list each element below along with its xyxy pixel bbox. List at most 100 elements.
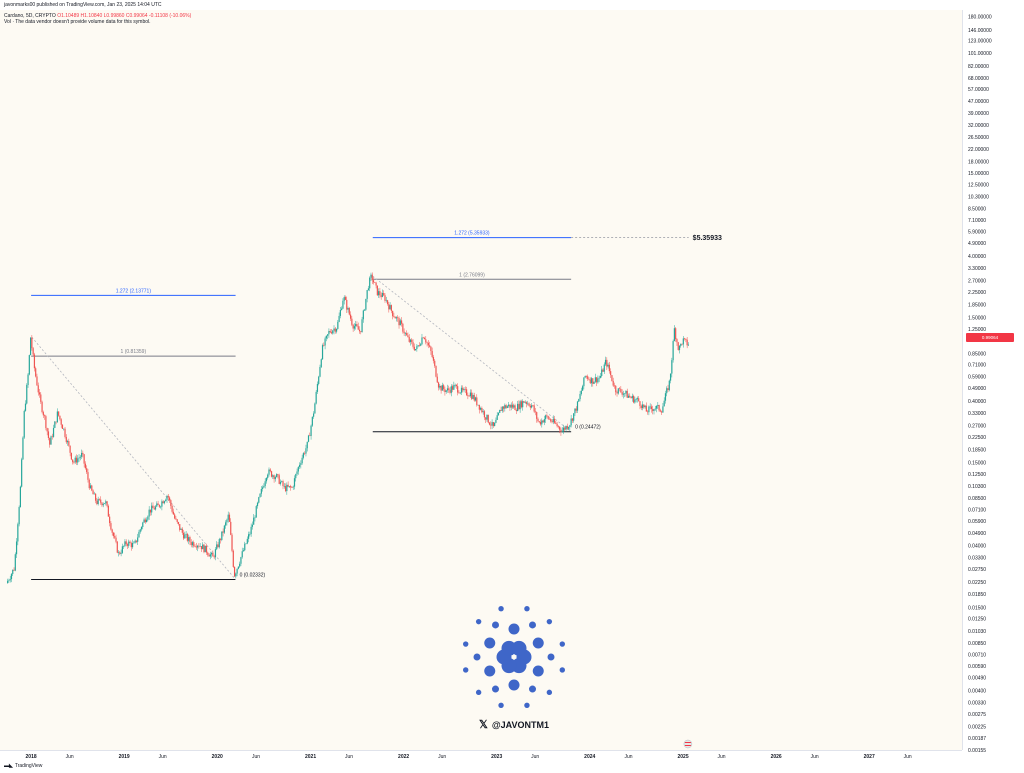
candle-body [559,426,561,430]
fib-level-label: 0 (0.24472) [575,425,601,431]
candle-body [233,566,236,577]
candle-body [311,416,313,426]
price-tick-label: 0.01030 [968,629,986,635]
candle-body [147,516,149,520]
candle-body [211,552,213,555]
candle-body [29,337,32,356]
candle-body [335,328,338,332]
candle-body [103,503,106,504]
candle-body [444,389,446,393]
candle-body [356,324,358,327]
candle-body [195,546,197,548]
candle-body [253,517,255,525]
candle-body [154,506,157,510]
price-tick-label: 1.85000 [968,302,986,308]
candle-body [621,392,623,395]
candle-body [370,274,372,278]
candle-body [323,345,325,346]
candle-body [223,525,225,533]
candle-body [579,393,581,400]
price-tick-label: 0.04000 [968,544,986,550]
candle-body [325,335,327,339]
candle-body [592,378,594,384]
price-tick-label: 5.90000 [968,230,986,236]
candle-body [96,500,98,505]
us-flag-icon[interactable] [683,739,693,749]
time-tick-label: 2018 [26,754,37,760]
candle-body [458,392,460,394]
time-tick-label: Jun [718,754,726,760]
candle-body [212,552,214,557]
candle-body [529,405,531,408]
candle-body [189,537,191,543]
price-tick-label: 0.00400 [968,688,986,694]
candle-body [222,531,224,533]
candle-body [61,424,64,429]
candle-body [536,412,538,419]
price-tick-label: 47.00000 [968,99,989,105]
candle-body [13,569,15,571]
candle-body [437,382,440,388]
candle-body [162,501,164,504]
candle-body [51,436,53,437]
candle-body [423,337,426,340]
price-tick-label: 180.00000 [968,15,992,21]
time-axis[interactable] [0,750,962,762]
candle-body [495,419,497,423]
candle-body [397,317,399,319]
candle-body [52,427,55,437]
candle-body [146,519,148,523]
candle-body [216,544,218,550]
candle-body [151,505,153,513]
candle-body [589,379,591,384]
candle-body [443,385,445,390]
candle-body [44,415,46,417]
price-tick-label: 0.00225 [968,725,986,731]
trend-line[interactable] [372,275,572,433]
candle-body [515,410,517,412]
chart-pane[interactable] [0,10,962,750]
candle-body [304,453,306,454]
candle-body [17,524,19,542]
tradingview-brand[interactable]: ▬◣ TradingView [4,763,42,769]
cardano-logo-dot [508,623,520,635]
candle-body [472,394,474,399]
candle-body [601,369,603,377]
price-tick-label: 0.01850 [968,592,986,598]
candle-body [590,378,593,384]
candle-body [664,393,667,401]
time-tick-label: Jun [438,754,446,760]
candle-body [133,542,135,544]
candle-body [488,422,491,425]
candle-body [240,557,242,564]
candle-body [487,414,489,423]
candle-body [157,503,159,505]
price-tick-label: 0.01250 [968,617,986,623]
candle-body [678,345,681,350]
candle-body [616,392,618,394]
candle-body [27,374,29,385]
candle-body [483,411,486,418]
price-axis[interactable] [962,10,1024,750]
candle-body [598,377,600,379]
price-tick-label: 0.07100 [968,508,986,514]
candle-body [421,337,423,345]
candle-body [251,524,254,527]
candle-body [534,411,537,413]
candle-body [454,384,456,386]
candle-body [463,389,465,391]
candle-body [520,401,523,408]
candle-body [84,463,87,469]
trend-line[interactable] [31,336,236,580]
candle-body [476,397,478,405]
price-tick-label: 0.40000 [968,399,986,405]
candle-body [566,426,568,429]
candle-body [644,405,646,408]
price-tick-label: 123.00000 [968,39,992,45]
candle-body [565,426,567,430]
candle-body [318,376,320,384]
price-tick-label: 82.00000 [968,64,989,70]
candle-body [648,406,650,413]
price-tick-label: 0.12500 [968,472,986,478]
price-tick-label: 0.59000 [968,374,986,380]
